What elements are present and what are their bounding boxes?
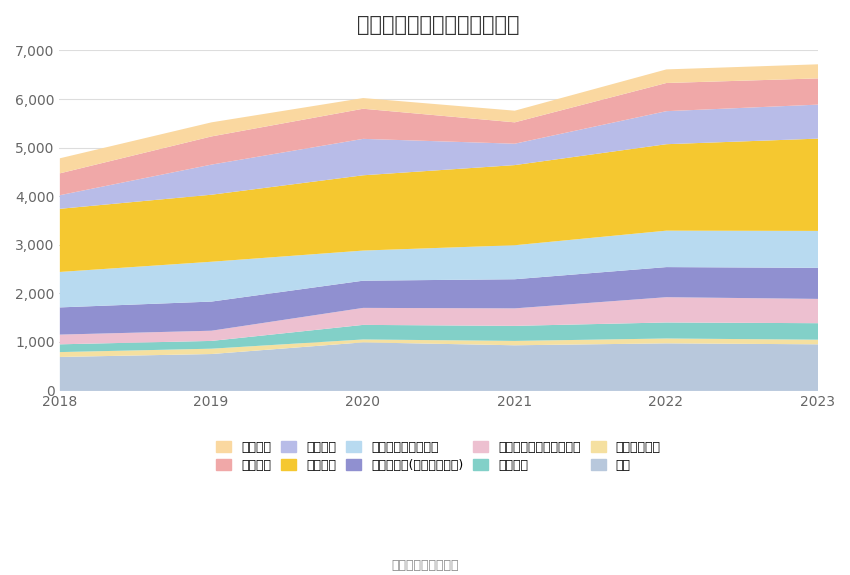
Legend: 短期借款, 拆入资金, 应付票据, 应付账款, 吸收存款及同业存款, 其他应付款(含利息和股利), 一年内到期的非流动负债, 长期借款, 长期递延收益, 其它: 短期借款, 拆入资金, 应付票据, 应付账款, 吸收存款及同业存款, 其他应付款…	[216, 441, 660, 472]
Text: 数据来源：恒生聚源: 数据来源：恒生聚源	[391, 559, 459, 572]
Title: 历年主要负债堆积图（亿元）: 历年主要负债堆积图（亿元）	[357, 15, 519, 35]
